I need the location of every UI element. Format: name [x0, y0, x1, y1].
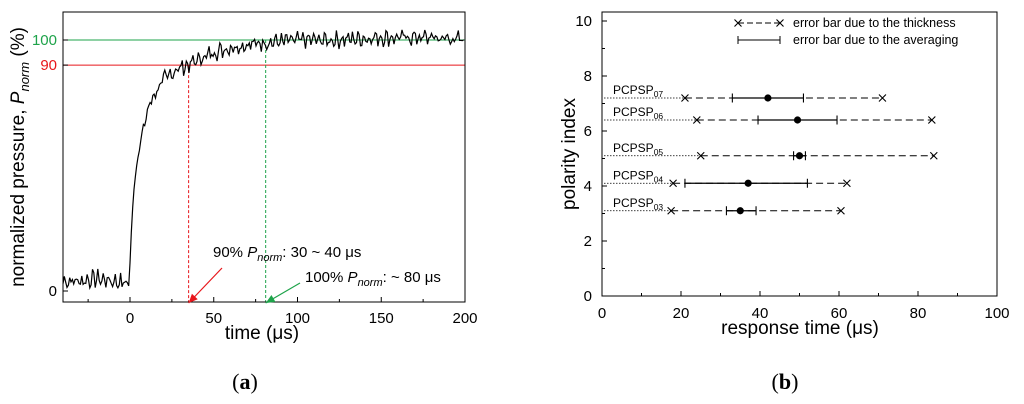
- row-PCPSP03: PCPSP03: [604, 196, 845, 216]
- annotation-100: 100% Pnorm: ~ 80 μs: [305, 269, 441, 289]
- x-tick-label-a: 0: [126, 310, 134, 327]
- y-tick-label-b: 6: [584, 123, 592, 140]
- y-tick-label-a: 100: [32, 32, 57, 49]
- data-point: [744, 179, 752, 187]
- annotation-arrowhead-0: [188, 293, 198, 303]
- legend-thickness-label: error bar due to the thickness: [793, 16, 956, 30]
- panel-label-b: (b): [772, 369, 799, 394]
- x-axis-label-a: time (μs): [225, 323, 299, 344]
- thickness-error-min-marker: [681, 94, 689, 102]
- thickness-error-min-marker: [667, 206, 676, 215]
- x-tick-label-b: 0: [598, 305, 606, 322]
- data-point: [793, 116, 802, 124]
- row-PCPSP06: PCPSP06: [604, 105, 936, 125]
- thickness-error-max-marker: [929, 151, 938, 160]
- chart-a: 0 50 100 150 200 0 90 100 90% Pnorm: 30 ~ 40 μ…: [8, 11, 478, 394]
- y-tick-label-b: 8: [584, 68, 592, 85]
- annotation-arrowhead-1: [265, 295, 276, 303]
- y-tick-label-b: 2: [584, 233, 592, 250]
- row-label: PCPSP06: [613, 105, 663, 121]
- y-axis-label-b: polarity index: [559, 98, 580, 210]
- thickness-error-min-marker: [692, 116, 701, 124]
- legend-thickness-marker: [734, 19, 742, 27]
- row-label: PCPSP03: [613, 196, 663, 212]
- annotation-90: 90% Pnorm: 30 ~ 40 μs: [213, 244, 361, 264]
- x-tick-label-b: 100: [984, 305, 1009, 322]
- x-tick-label-b: 60: [831, 305, 848, 322]
- legend-thickness-marker: [776, 19, 784, 27]
- row-label: PCPSP05: [613, 141, 663, 157]
- y-tick-label-b: 4: [584, 178, 592, 195]
- pressure-series-line: [62, 29, 464, 291]
- y-tick-label-b: 0: [584, 288, 592, 305]
- row-PCPSP05: PCPSP05: [604, 141, 938, 161]
- legend-averaging-label: error bar due to the averaging: [793, 33, 958, 47]
- thickness-error-min-marker: [696, 151, 705, 160]
- x-tick-label-b: 40: [752, 305, 769, 322]
- panel-label-a: (a): [232, 369, 258, 394]
- data-point: [795, 152, 804, 160]
- x-tick-label-a: 200: [452, 310, 477, 327]
- thickness-error-max-marker: [927, 116, 936, 124]
- data-point: [764, 94, 772, 102]
- x-tick-label-b: 80: [910, 305, 927, 322]
- y-tick-label-a: 0: [49, 283, 57, 300]
- row-label: PCPSP07: [613, 83, 663, 99]
- plot-frame-a: [62, 11, 466, 303]
- thickness-error-max-marker: [837, 206, 845, 215]
- data-point: [736, 207, 744, 215]
- x-tick-label-a: 100: [285, 310, 310, 327]
- thickness-error-min-marker: [669, 179, 677, 188]
- chart-b: 0 20 40 60 80 100 0 2 4 6 8 10 PCPSP07 PCPSP06 PCPSP…: [559, 11, 1010, 394]
- thickness-error-max-marker: [843, 179, 851, 188]
- y-tick-label-a: 90: [40, 57, 57, 74]
- x-tick-label-a: 50: [205, 310, 222, 327]
- row-PCPSP04: PCPSP04: [604, 168, 851, 188]
- thickness-error-max-marker: [878, 94, 887, 102]
- x-tick-label-b: 20: [673, 305, 690, 322]
- row-label: PCPSP04: [613, 168, 663, 184]
- y-axis-label-a: normalized pressure, Pnorm (%): [8, 27, 32, 287]
- x-tick-label-a: 150: [369, 310, 394, 327]
- y-tick-label-b: 10: [575, 13, 592, 30]
- x-axis-label-b: response time (μs): [721, 318, 879, 339]
- row-PCPSP07: PCPSP07: [604, 83, 887, 103]
